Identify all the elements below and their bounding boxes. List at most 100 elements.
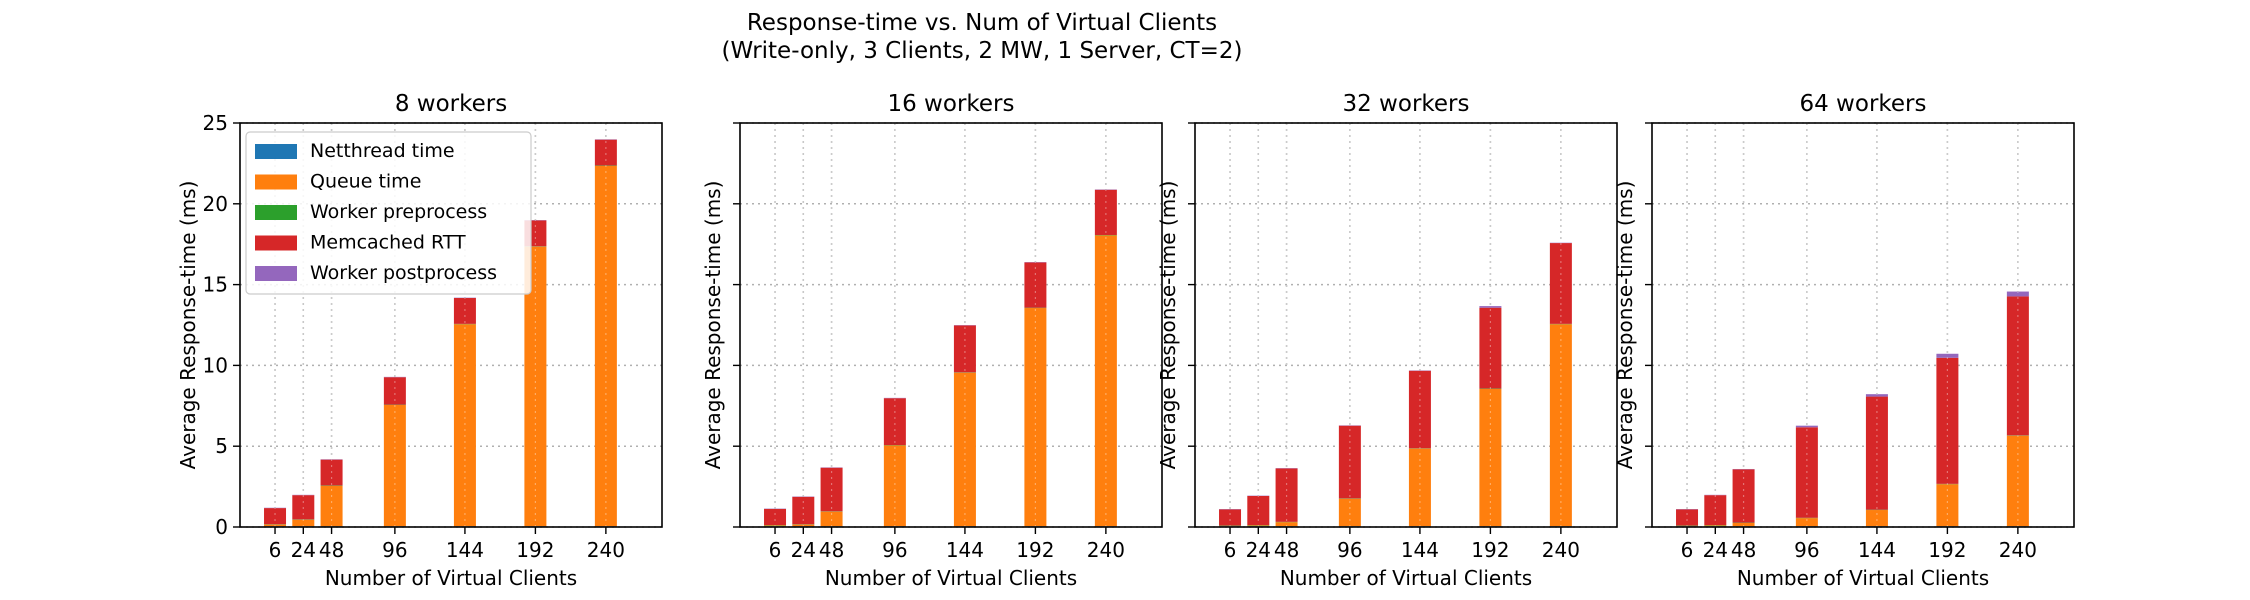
x-tick-label: 96 [1337,538,1362,562]
legend-box [245,131,532,295]
chart-panel-2: 6 24 48 96 144 192 240 16 workers Number of Virt… [701,91,1163,590]
legend-swatch [255,205,297,220]
bar-segment [383,377,406,405]
bar-segment [820,511,843,527]
x-tick-label: 192 [1016,538,1054,562]
legend-label: Memcached RTT [310,232,466,254]
bar-segment [883,445,906,527]
bar-segment [320,485,343,527]
x-tick-label: 144 [1858,538,1896,562]
bar-segment [1795,425,1818,428]
bar-segment [1936,353,1959,358]
bar-segment [594,139,617,166]
axes-frame [239,122,663,528]
bar-segment [453,298,476,324]
bar-segment [264,524,287,527]
x-tick-label: 24 [1246,538,1271,562]
x-tick-label: 24 [1703,538,1728,562]
x-tick-label: 6 [1224,538,1237,562]
bar-segment [1936,484,1959,527]
y-axis-label: Average Response-time (ms) [701,181,725,470]
bar-segment [1024,308,1047,527]
bar-segment [1549,324,1572,527]
bar-segment [1408,370,1431,449]
bar-segment [383,404,406,527]
bar-segment [792,524,815,527]
bar-segment [594,165,617,527]
x-tick-label: 192 [1471,538,1509,562]
y-axis-label: Average Response-time (ms) [1613,181,1637,470]
bar-segment [1338,425,1361,499]
x-tick-label: 24 [291,538,316,562]
bar-segment [2006,296,2029,436]
bar-segment [1865,394,1888,397]
chart-panel-1: 0 5 10 15 20 25 6 24 48 96 144 192 240 8 workers Numbe… [176,91,663,590]
bar-segment [292,495,315,520]
x-tick-label: 48 [819,538,844,562]
legend-swatch [255,174,297,190]
x-tick-label: 240 [1087,538,1125,562]
y-axis-label: Average Response-time (ms) [176,181,200,470]
bar-segment [524,246,547,527]
bar-segment [2006,291,2029,297]
bar-segment [953,372,976,527]
axes-frame [1194,122,1618,528]
bar-segment [1479,307,1502,389]
bar-segment [1024,262,1047,308]
legend-label: Worker preprocess [310,201,487,223]
x-tick-label: 240 [587,538,625,562]
chart-panel-3: 6 24 48 96 144 192 240 32 workers Number of Virt… [1156,91,1618,590]
bar-segment [1795,518,1818,527]
bar-segment [1408,448,1431,527]
x-axis-label: Number of Virtual Clients [1737,566,1989,590]
y-tick-label: 20 [203,192,228,216]
panel-title: 64 workers [1799,91,1926,117]
bar-segment [2006,435,2029,527]
y-axis-label: Average Response-time (ms) [1156,181,1180,470]
x-tick-label: 96 [382,538,407,562]
bar-segment [320,459,343,486]
bar-segment [1338,498,1361,527]
bar-segment [1732,522,1755,527]
y-tick-label: 10 [203,353,228,377]
bar-segment [1704,495,1727,526]
x-axis-label: Number of Virtual Clients [825,566,1077,590]
x-tick-label: 144 [946,538,984,562]
legend-label: Netthread time [310,140,455,162]
bar-segment [1219,509,1242,526]
bar-segment [1275,522,1298,527]
figure-title-line2: (Write-only, 3 Clients, 2 MW, 1 Server, … [722,38,1243,64]
bar-segment [1865,396,1888,510]
bar-segment [1479,388,1502,527]
bar-segment [764,525,787,527]
bar-segment [453,324,476,527]
legend-swatch [255,144,297,159]
panel-title: 32 workers [1342,91,1469,117]
axes-frame [1651,122,2075,528]
bar-segment [1795,427,1818,518]
x-axis-label: Number of Virtual Clients [1280,566,1532,590]
y-tick-label: 5 [215,434,228,458]
legend: Netthread time Queue time Worker preproces… [245,131,532,295]
bar-segment [264,508,287,525]
bar-segment [792,496,815,525]
x-tick-label: 6 [1681,538,1694,562]
bar-segment [1865,510,1888,527]
x-tick-label: 144 [446,538,484,562]
legend-swatch [255,235,297,251]
x-tick-label: 48 [319,538,344,562]
bar-segment [1936,357,1959,484]
axes-frame [739,122,1163,528]
bar-segment [820,467,843,512]
x-tick-label: 6 [269,538,282,562]
legend-label: Worker postprocess [310,262,497,284]
x-tick-label: 144 [1401,538,1439,562]
bar-segment [1704,525,1727,527]
x-tick-label: 192 [516,538,554,562]
x-tick-label: 96 [882,538,907,562]
bar-segment [1732,469,1755,523]
legend-swatch [255,266,297,281]
bar-segment [883,398,906,446]
bar-segment [1676,509,1699,526]
